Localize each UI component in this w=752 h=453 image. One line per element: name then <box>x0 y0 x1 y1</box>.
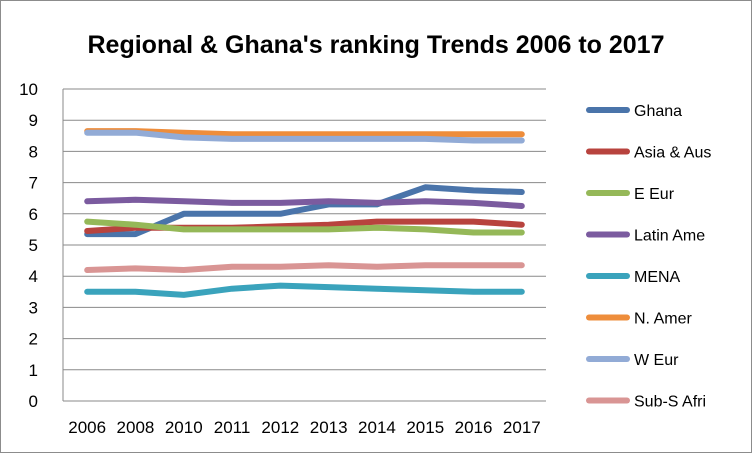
x-tick-label: 2008 <box>117 418 155 437</box>
legend-label: Sub-S Afri <box>634 394 706 411</box>
y-tick-label: 3 <box>29 298 38 317</box>
series-line-ghana <box>84 184 525 238</box>
gridlines <box>63 88 546 371</box>
legend-label: Asia & Aus <box>634 145 711 162</box>
series-line-w-eur <box>84 129 525 144</box>
x-tick-label: 2015 <box>406 418 444 437</box>
legend-label: E Eur <box>634 186 675 203</box>
legend-label: W Eur <box>634 352 679 369</box>
y-tick-label: 5 <box>29 236 38 255</box>
y-tick-label: 2 <box>29 330 38 349</box>
series-line-sub-s-afri <box>84 262 525 273</box>
series-line-e-eur <box>84 218 525 236</box>
x-tick-label: 2006 <box>68 418 106 437</box>
y-tick-label: 6 <box>29 205 38 224</box>
series-lines <box>84 128 525 298</box>
series-line-n-amer <box>84 128 525 138</box>
legend-label: N. Amer <box>634 311 692 328</box>
x-tick-label: 2014 <box>358 418 396 437</box>
x-tick-label: 2011 <box>214 418 251 437</box>
series-line-mena <box>84 282 525 298</box>
x-tick-label: 2012 <box>261 418 299 437</box>
y-tick-label: 7 <box>29 174 38 193</box>
x-tick-label: 2013 <box>310 418 348 437</box>
y-tick-label: 10 <box>19 80 38 99</box>
legend: Ghana Asia & Aus E Eur Latin Ame MENA N. Amer… <box>586 103 711 411</box>
x-tick-label: 2016 <box>455 418 493 437</box>
y-tick-label: 9 <box>29 111 38 130</box>
y-tick-label: 1 <box>29 361 38 380</box>
series-line-latin-ame <box>84 196 525 209</box>
x-tick-label: 2010 <box>165 418 203 437</box>
legend-label: Ghana <box>634 103 682 120</box>
chart-title: Regional & Ghana's ranking Trends 2006 t… <box>88 31 665 59</box>
x-tick-label: 2017 <box>503 418 541 437</box>
legend-label: Latin Ame <box>634 228 705 245</box>
y-tick-label: 8 <box>29 142 38 161</box>
y-tick-label: 4 <box>29 267 38 286</box>
legend-label: MENA <box>634 269 681 286</box>
y-tick-label: 0 <box>29 392 38 411</box>
axes: 0 1 2 3 4 5 6 7 8 9 10 2006 2008 2010 2011 2012 2013 2014… <box>19 80 546 437</box>
